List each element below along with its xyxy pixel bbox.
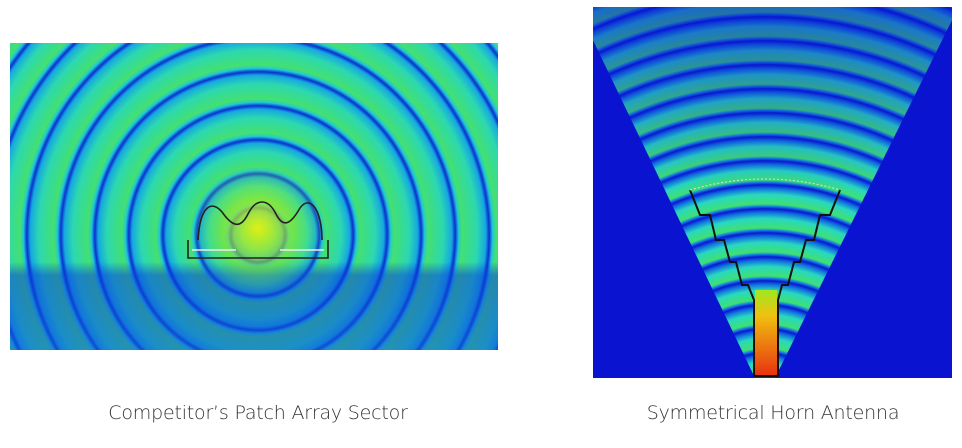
horn-throat-field: [755, 290, 777, 376]
patch-array-field-plot: [10, 43, 498, 350]
main-lobe-glow: [188, 158, 328, 298]
horn-antenna-field-plot: [593, 7, 952, 378]
horn-outline: [689, 189, 841, 377]
caption-horn-antenna: Symmetrical Horn Antenna: [646, 402, 900, 424]
patch-array-outline: [187, 201, 329, 259]
caption-patch-array: Competitor’s Patch Array Sector: [108, 402, 408, 424]
